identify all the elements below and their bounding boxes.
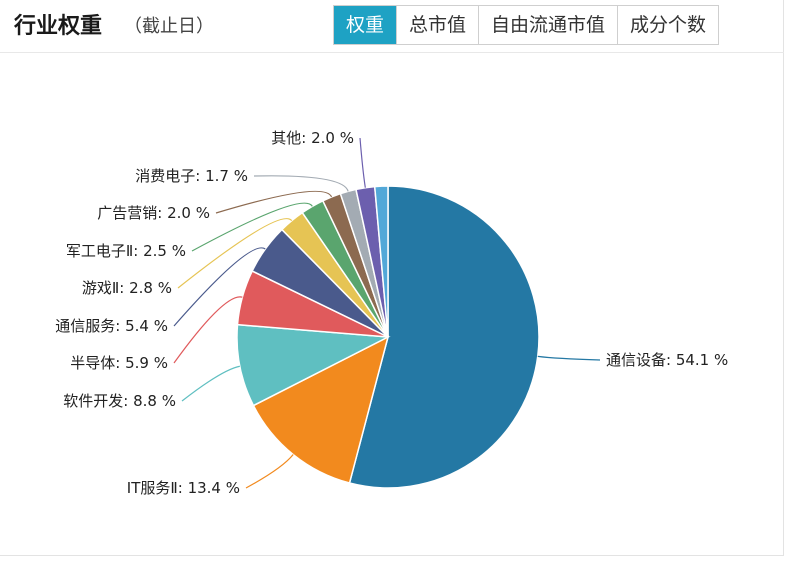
panel-subtitle: （截止日） [124, 16, 214, 37]
tab-weight[interactable]: 权重 [334, 6, 398, 44]
slice-label: 软件开发: 8.8 % [63, 392, 176, 410]
label-leader-line [173, 247, 266, 327]
label-leader-line [173, 296, 243, 364]
slice-label: 其他: 2.0 % [271, 129, 354, 147]
panel-title: 行业权重 [14, 14, 103, 39]
tab-total-market-cap[interactable]: 总市值 [397, 6, 480, 44]
slice-label: 通信服务: 5.4 % [55, 317, 168, 335]
pie-slice[interactable] [348, 185, 540, 489]
label-leader-line [191, 202, 313, 252]
slice-label: 半导体: 5.9 % [70, 354, 168, 372]
slice-label: 军工电子Ⅱ: 2.5 % [66, 242, 186, 260]
label-leader-line [359, 137, 366, 188]
tab-constituent-count[interactable]: 成分个数 [630, 14, 707, 36]
pie-slice[interactable] [236, 323, 391, 407]
label-leader-line [537, 355, 601, 361]
industry-pie-chart: 通信设备: 54.1 % IT服务Ⅱ: 13.4 % 软件开发: 8.8 % 半导体:… [55, 129, 728, 497]
metric-tabs: 权重 总市值 自由流通市值 成分个数 [333, 5, 720, 45]
slice-label: IT服务Ⅱ: 13.4 % [127, 479, 240, 497]
pie-slice[interactable] [373, 185, 389, 338]
tab-free-float-market-cap[interactable]: 自由流通市值 [479, 6, 619, 44]
slice-label: 消费电子: 1.7 % [135, 167, 248, 185]
label-leader-line [215, 190, 333, 214]
label-leader-line [253, 175, 349, 192]
label-leader-line [181, 365, 240, 402]
slice-label: 广告营销: 2.0 % [97, 204, 210, 222]
label-leader-line [245, 454, 294, 489]
industry-weight-panel: 行业权重 （截止日） 权重 总市值 自由流通市值 成分个数 通信设备: 54.1… [0, 0, 784, 556]
slice-label: 通信设备: 54.1 % [606, 351, 728, 369]
label-leader-line [177, 218, 293, 289]
slice-label: 游戏Ⅱ: 2.8 % [82, 279, 172, 297]
pie-slice[interactable] [252, 335, 390, 484]
panel-header: 行业权重 （截止日） 权重 总市值 自由流通市值 成分个数 [0, 0, 784, 53]
